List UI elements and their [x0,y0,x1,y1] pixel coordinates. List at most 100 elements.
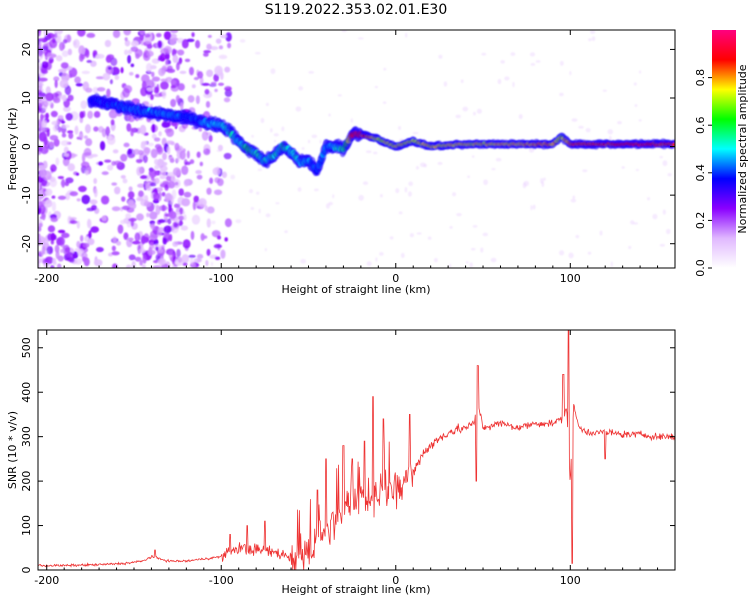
noise-mark [122,87,130,98]
noise-mark [667,172,672,177]
noise-mark [652,213,658,220]
noise-mark [38,119,42,127]
noise-mark [154,158,159,165]
noise-mark [38,38,41,46]
y-tick-label: 20 [20,42,33,56]
noise-mark [153,137,161,142]
noise-mark [224,66,231,73]
noise-mark [225,32,232,42]
noise-mark [500,60,505,64]
noise-mark [216,178,224,187]
noise-mark [251,134,254,138]
noise-mark [543,177,546,181]
x-tick-label: -200 [34,272,59,285]
spectrogram-y-axis-label: Frequency (Hz) [6,108,19,191]
noise-mark [110,57,118,67]
y-tick-label: 500 [20,337,33,358]
noise-mark [100,195,110,205]
noise-mark [135,53,140,59]
noise-mark [206,187,212,195]
noise-mark [139,124,147,135]
noise-mark [84,152,92,156]
noise-mark [379,251,384,256]
y-tick-label: 10 [20,91,33,105]
noise-mark [38,77,48,82]
noise-mark [128,254,136,261]
noise-mark [90,226,100,233]
noise-mark [57,195,67,200]
noise-mark [56,263,62,268]
noise-mark [111,251,120,256]
noise-mark [76,198,81,202]
noise-mark [433,258,438,263]
noise-mark [123,142,130,148]
noise-mark [141,74,150,84]
noise-mark [133,148,140,155]
noise-mark [38,62,42,70]
noise-mark [141,80,147,91]
noise-mark [161,204,166,212]
colorbar-ticks: 0.0 0.2 0.4 0.6 0.8 [694,69,712,277]
noise-mark [177,49,185,56]
noise-mark [210,81,217,86]
noise-mark [150,222,156,231]
noise-mark [300,258,307,264]
noise-mark [281,126,285,132]
noise-mark [38,258,43,263]
noise-mark [96,87,106,92]
noise-mark [53,97,61,104]
noise-mark [179,207,183,215]
noise-mark [295,106,302,112]
noise-mark [248,188,254,194]
noise-mark [145,62,153,73]
noise-mark [92,86,99,94]
noise-mark [111,182,118,186]
colorbar-tick-label: 0.8 [694,69,707,87]
noise-mark [112,149,119,154]
noise-mark [85,49,90,58]
noise-mark [497,78,502,85]
noise-mark [67,163,76,172]
noise-mark [201,131,209,141]
noise-mark [602,89,607,92]
noise-mark [127,191,135,199]
noise-mark [151,123,156,134]
noise-mark [56,34,62,44]
noise-mark [107,164,114,171]
noise-mark [38,30,41,37]
noise-mark [504,76,510,81]
noise-mark [239,39,246,43]
noise-mark [423,163,427,168]
noise-mark [167,180,176,189]
spectrogram-marks [38,30,675,268]
noise-mark [79,111,85,119]
noise-mark [138,248,146,253]
snr-background [38,330,675,570]
noise-mark [357,37,364,40]
noise-mark [174,142,180,151]
noise-mark [341,30,347,33]
noise-mark [56,118,60,125]
noise-mark [161,121,171,128]
noise-mark [404,186,408,193]
noise-mark [469,262,473,268]
noise-mark [328,201,334,206]
noise-mark [522,182,527,189]
noise-mark [38,43,42,50]
noise-mark [55,250,60,260]
noise-mark [120,153,128,162]
noise-mark [172,241,179,247]
noise-mark [157,258,167,266]
noise-mark [170,85,176,89]
noise-mark [540,177,544,184]
spectrogram-x-axis-label: Height of straight line (km) [281,283,430,296]
noise-mark [61,232,70,239]
spectrogram-y-ticks: -20 -10 0 10 20 [20,42,675,253]
y-tick-label: 200 [20,471,33,492]
noise-mark [482,232,489,237]
noise-mark [56,236,65,246]
noise-mark [130,40,139,47]
noise-mark [206,248,211,257]
noise-mark [57,229,66,234]
noise-mark [610,261,613,267]
